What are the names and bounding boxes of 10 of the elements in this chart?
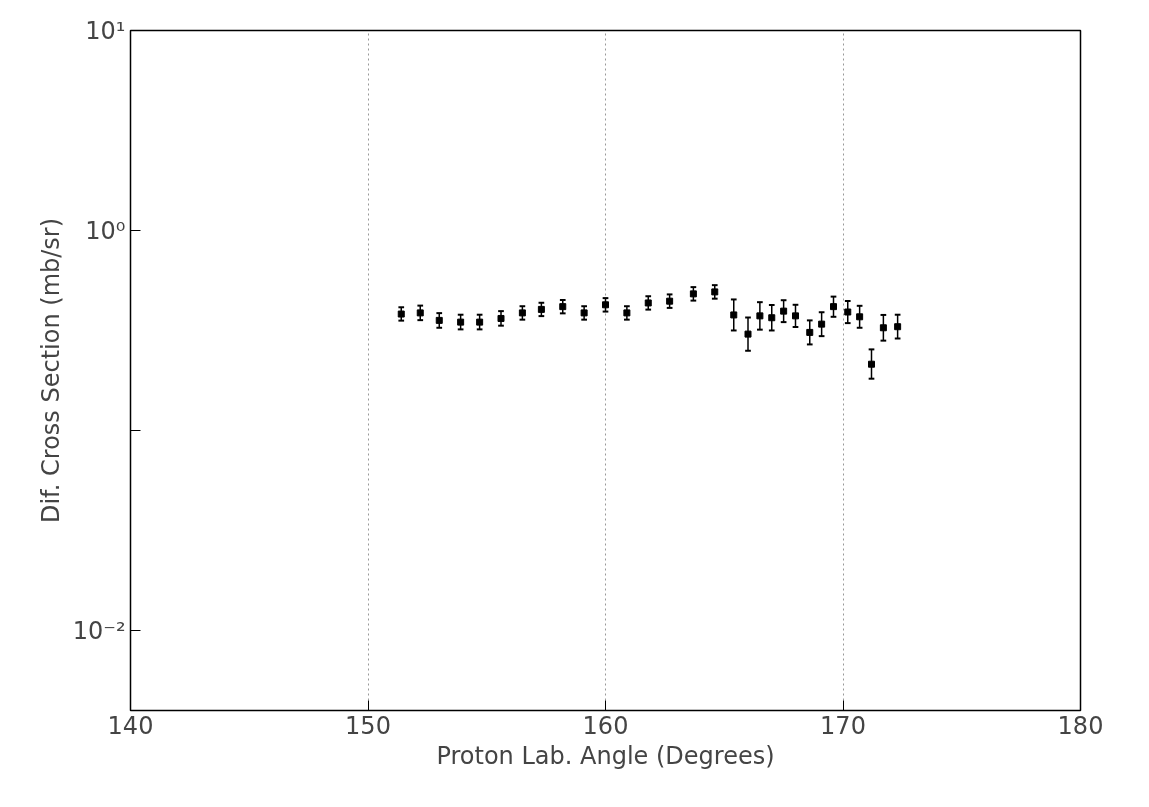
x-tick-label: 160 (582, 711, 629, 740)
x-axis-title: Proton Lab. Angle (Degrees) (436, 741, 775, 770)
y-tick-label: 10⁻² (72, 616, 126, 645)
y-tick-label: 10¹ (85, 16, 126, 45)
y-axis-title: Dif. Cross Section (mb/sr) (36, 217, 65, 524)
x-tick-label: 180 (1057, 711, 1104, 740)
y-tick-label: 10⁰ (85, 216, 126, 245)
x-tick-label: 150 (345, 711, 391, 740)
x-tick-label: 140 (107, 711, 154, 740)
x-tick-label: 170 (820, 711, 866, 740)
